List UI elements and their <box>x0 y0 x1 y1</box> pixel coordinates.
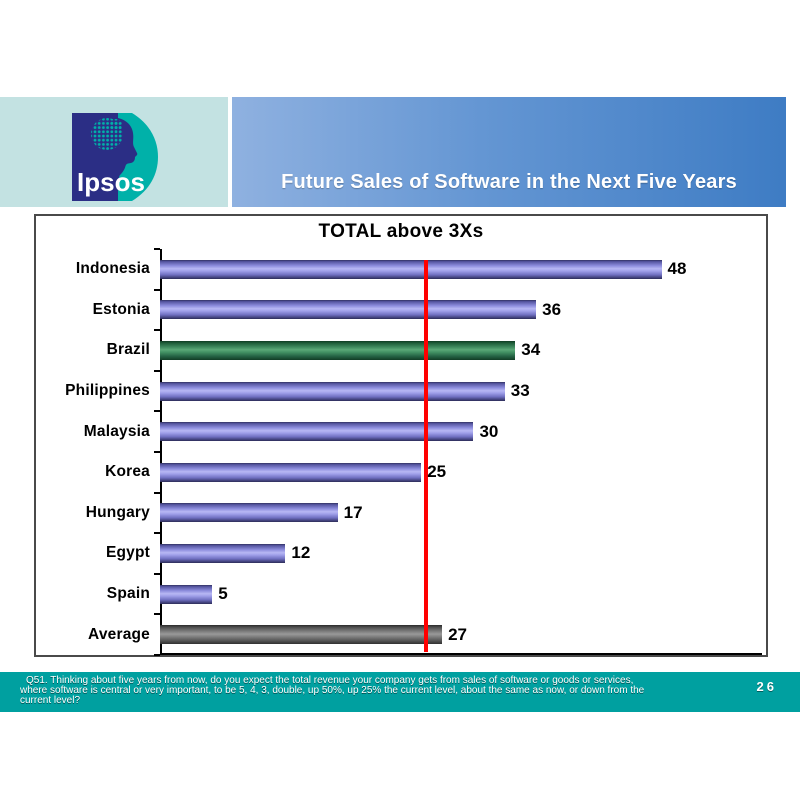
bar-indonesia <box>160 259 662 279</box>
category-label: Malaysia <box>83 422 150 440</box>
axis-tick <box>154 288 160 291</box>
bar-row: Average 27 <box>36 614 766 655</box>
axis-tick <box>154 572 160 575</box>
bar-track: 48 <box>160 249 762 290</box>
bar-track: 30 <box>160 411 762 452</box>
question-line: Q51. Thinking about five years from now,… <box>26 675 634 686</box>
y-axis <box>160 249 162 655</box>
bar-track: 5 <box>160 574 762 615</box>
bar-track: 33 <box>160 371 762 412</box>
category-label: Egypt <box>105 544 150 562</box>
value-label: 34 <box>521 340 541 360</box>
bar-philippines <box>160 381 505 401</box>
footer: Q51. Thinking about five years from now,… <box>0 672 800 712</box>
bar-row: Korea 25 <box>36 452 766 493</box>
axis-tick <box>154 248 160 250</box>
slide-title: Future Sales of Software in the Next Fiv… <box>281 171 737 193</box>
category-label: Estonia <box>92 300 150 318</box>
reference-line <box>424 260 429 652</box>
bar-row: Indonesia 48 <box>36 249 766 290</box>
value-label: 30 <box>479 421 499 441</box>
bar-track: 12 <box>160 533 762 574</box>
bar-hungary <box>160 503 338 523</box>
bar-spain <box>160 584 213 604</box>
question-line: where software is central or very import… <box>20 685 645 696</box>
value-label: 48 <box>667 259 687 279</box>
category-label: Spain <box>106 585 150 603</box>
page-number: 26 <box>756 679 777 694</box>
bar-track: 27 <box>160 614 762 655</box>
bar-row: Estonia 36 <box>36 290 766 331</box>
axis-tick <box>154 491 160 494</box>
axis-tick <box>154 369 160 372</box>
axis-tick <box>154 532 160 535</box>
bar-row: Brazil 34 <box>36 330 766 371</box>
axis-tick <box>154 329 160 332</box>
bar-malaysia <box>160 422 474 442</box>
bar-row: Spain 5 <box>36 574 766 615</box>
bar-estonia <box>160 300 537 320</box>
bar-korea <box>160 462 422 482</box>
bar-average <box>160 625 443 645</box>
bar-track: 25 <box>160 452 762 493</box>
question-line: current level? <box>20 695 81 706</box>
value-label: 33 <box>510 381 530 401</box>
category-label: Philippines <box>65 382 150 400</box>
bar-row: Malaysia 30 <box>36 411 766 452</box>
title-banner: Future Sales of Software in the Next Fiv… <box>232 97 786 207</box>
value-label: 5 <box>218 584 228 604</box>
axis-tick <box>154 613 160 616</box>
value-label: 17 <box>343 502 363 522</box>
bar-egypt <box>160 543 286 563</box>
value-label: 36 <box>542 299 562 319</box>
category-label: Indonesia <box>75 260 150 278</box>
category-label: Korea <box>105 463 150 481</box>
bar-row: Egypt 12 <box>36 533 766 574</box>
axis-tick <box>154 654 160 656</box>
value-label: 25 <box>427 462 447 482</box>
category-label: Brazil <box>106 341 150 359</box>
bar-rows: Indonesia 48 Estonia 36 Brazil 34 Philippines 3… <box>36 249 766 655</box>
bar-track: 36 <box>160 290 762 331</box>
bar-track: 34 <box>160 330 762 371</box>
axis-tick <box>154 410 160 413</box>
value-label: 27 <box>448 624 468 644</box>
chart: TOTAL above 3Xs Indonesia 48 Estonia 36 Braz… <box>34 214 768 657</box>
axis-tick <box>154 451 160 453</box>
category-label: Average <box>88 625 150 643</box>
chart-title: TOTAL above 3Xs <box>318 221 484 242</box>
ipsos-logo-text: Ipsos <box>77 167 145 197</box>
question-text: Q51. Thinking about five years from now,… <box>20 676 644 706</box>
bar-row: Philippines 33 <box>36 371 766 412</box>
value-label: 12 <box>291 543 311 563</box>
category-label: Hungary <box>85 503 150 521</box>
x-axis <box>160 653 762 655</box>
ipsos-logo: Ipsos <box>72 113 160 201</box>
bar-brazil <box>160 340 516 360</box>
ipsos-logo-icon: Ipsos <box>72 113 158 201</box>
bar-row: Hungary 17 <box>36 493 766 534</box>
bar-track: 17 <box>160 493 762 534</box>
